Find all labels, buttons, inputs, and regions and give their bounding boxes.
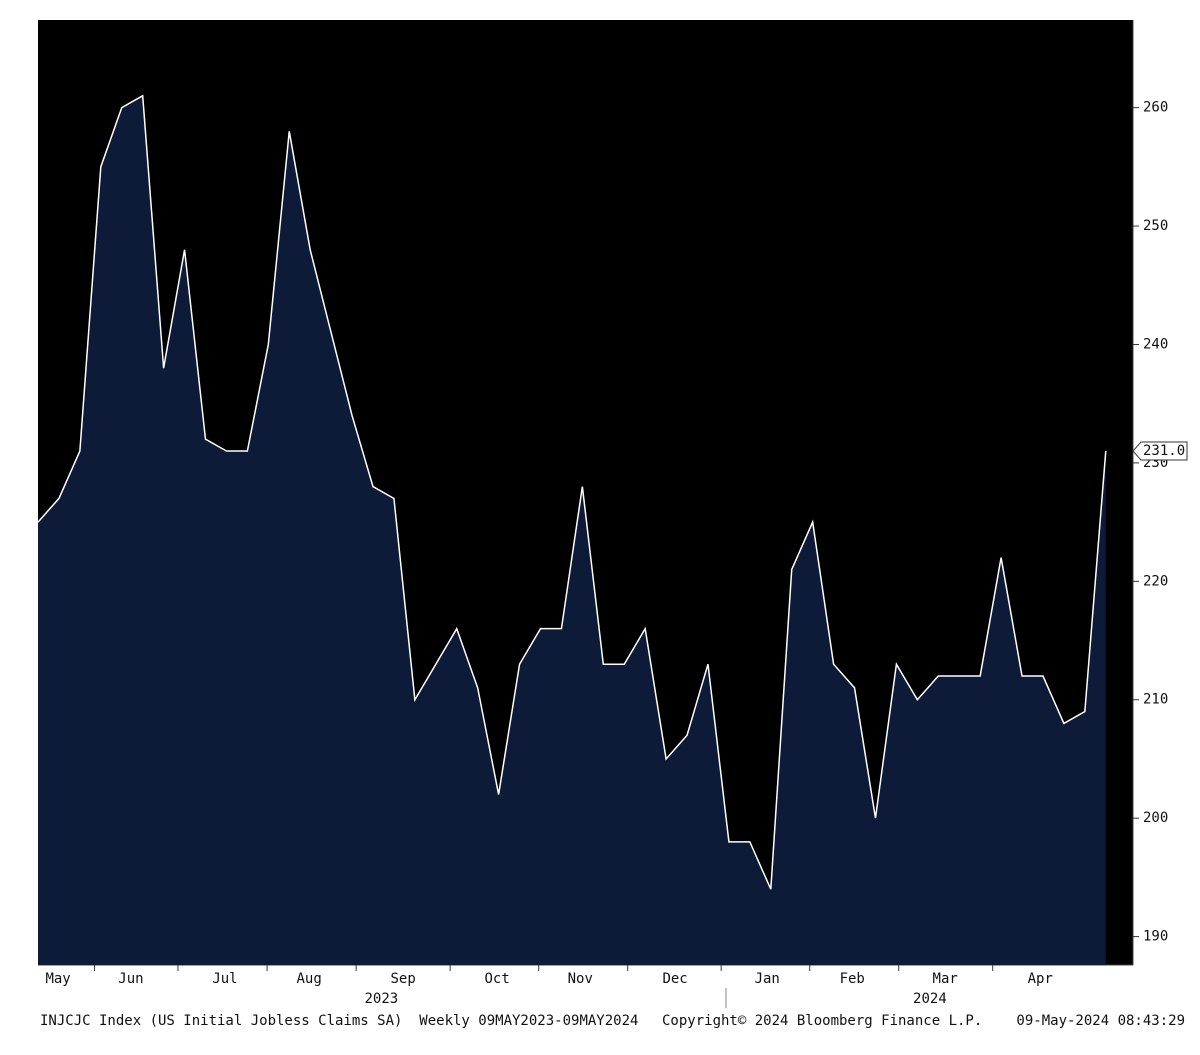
y-tick-label: 240 — [1143, 336, 1168, 352]
footer-index: INJCJC Index (US Initial Jobless Claims … — [40, 1013, 638, 1029]
x-tick-label: Sep — [390, 971, 415, 987]
x-tick-label: Aug — [296, 971, 321, 987]
x-tick-label: Apr — [1028, 971, 1053, 987]
y-tick-label: 260 — [1143, 100, 1168, 116]
y-tick-label: 200 — [1143, 810, 1168, 826]
line — [37, 94, 1107, 890]
area — [38, 95, 1106, 965]
y-tick-label: 190 — [1143, 929, 1168, 945]
footer-timestamp: 09-May-2024 08:43:29 — [1016, 1013, 1185, 1029]
y-tick-label: 250 — [1143, 218, 1168, 234]
x-tick-label: Dec — [662, 971, 687, 987]
footer-copyright: Copyright© 2024 Bloomberg Finance L.P. — [662, 1013, 982, 1029]
last-value-label: 231.0 — [1143, 443, 1185, 459]
x-tick-label: Jul — [212, 971, 237, 987]
y-tick-label: 210 — [1143, 692, 1168, 708]
x-tick-label: Mar — [933, 971, 958, 987]
last-value-box — [1132, 441, 1188, 461]
y-tick-label: 220 — [1143, 573, 1168, 589]
x-tick-label: Jan — [755, 971, 780, 987]
x-tick-label: May — [45, 971, 70, 987]
x-tick-label: Oct — [484, 971, 509, 987]
x-tick-label: Nov — [568, 971, 593, 987]
year-label: 2023 — [365, 991, 399, 1007]
x-tick-label: Jun — [118, 971, 143, 987]
year-label: 2024 — [913, 991, 947, 1007]
x-tick-label: Feb — [840, 971, 865, 987]
